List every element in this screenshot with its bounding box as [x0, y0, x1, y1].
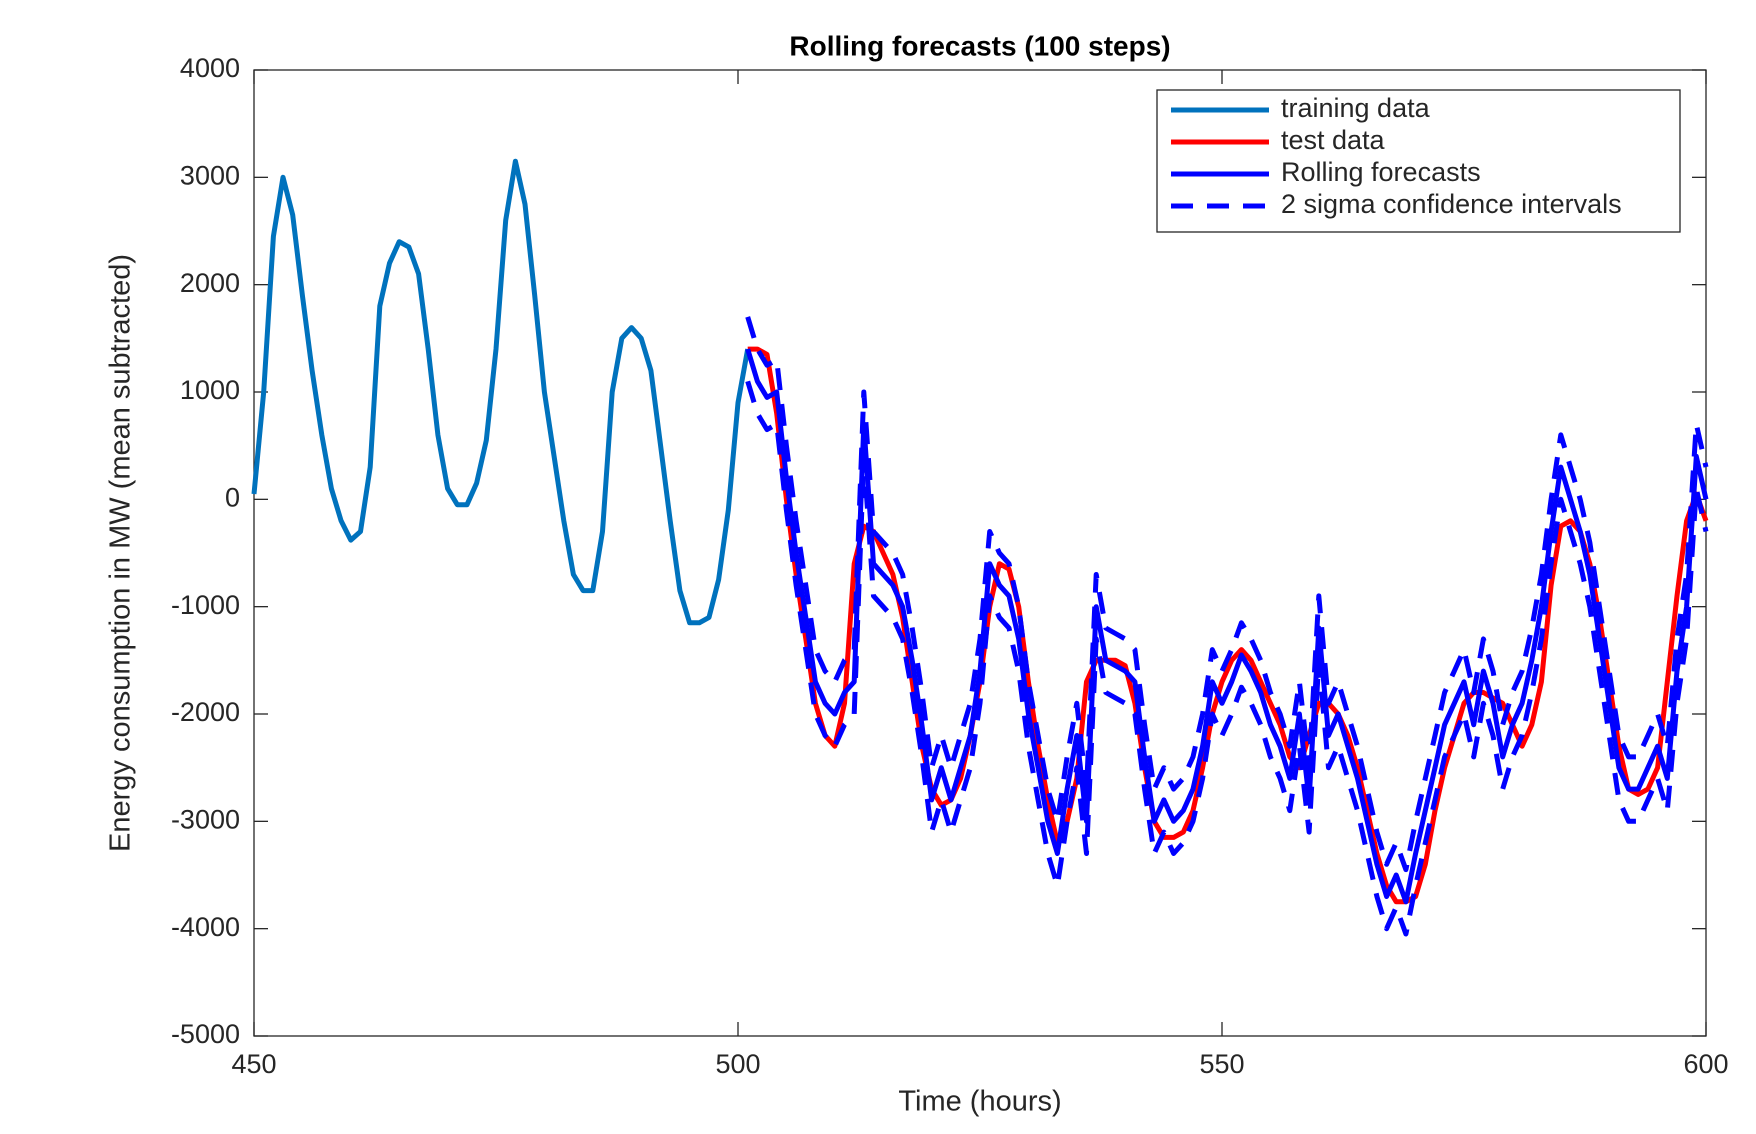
y-tick-label: 2000 [180, 268, 240, 298]
y-tick-label: 1000 [180, 375, 240, 405]
y-tick-label: -5000 [171, 1019, 240, 1049]
series-line [745, 316, 1709, 873]
legend-label: Rolling forecasts [1281, 157, 1481, 187]
series-line [251, 158, 751, 626]
legend-label: test data [1281, 125, 1386, 155]
legend-label: 2 sigma confidence intervals [1281, 189, 1622, 219]
legend-label: training data [1281, 93, 1431, 123]
y-tick-label: -1000 [171, 590, 240, 620]
chart-title: Rolling forecasts (100 steps) [789, 30, 1170, 61]
x-tick-label: 550 [1199, 1049, 1244, 1079]
series-line [745, 380, 1709, 937]
y-tick-label: 3000 [180, 160, 240, 190]
y-tick-label: -4000 [171, 912, 240, 942]
x-tick-label: 450 [231, 1049, 276, 1079]
y-axis-label: Energy consumption in MW (mean subtracte… [105, 254, 137, 852]
y-tick-label: 0 [225, 482, 240, 512]
x-tick-label: 500 [715, 1049, 760, 1079]
y-tick-label: 4000 [180, 53, 240, 83]
x-axis-label: Time (hours) [898, 1086, 1061, 1118]
y-tick-label: -3000 [171, 804, 240, 834]
series-line [745, 348, 1709, 905]
x-tick-label: 600 [1683, 1049, 1728, 1079]
y-tick-label: -2000 [171, 697, 240, 727]
series-line [747, 346, 1709, 905]
